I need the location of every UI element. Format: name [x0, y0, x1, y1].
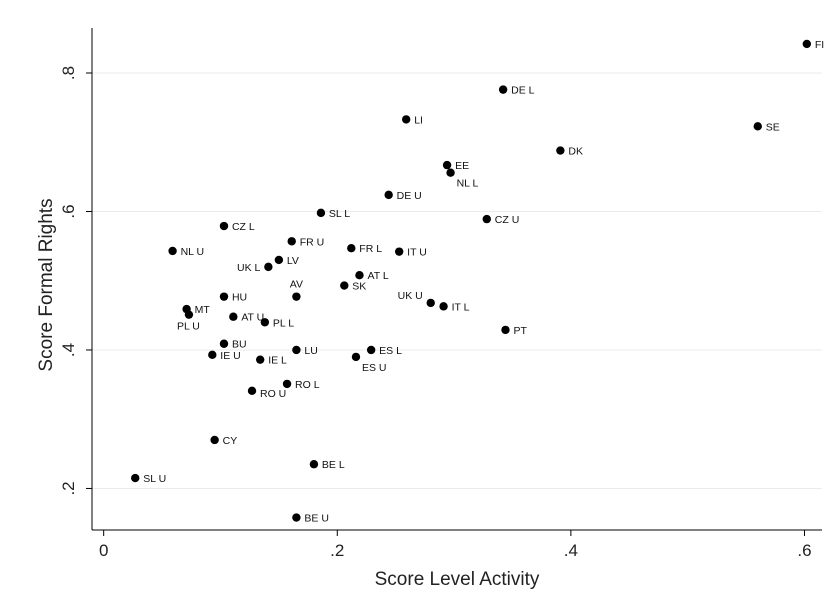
data-point [247, 386, 257, 396]
data-point-label: ES U [362, 362, 387, 374]
data-point-label: IT U [407, 247, 427, 259]
data-point-label: BE L [322, 459, 345, 471]
data-point [219, 221, 229, 231]
data-point [439, 302, 448, 311]
data-point-label: BU [232, 339, 247, 351]
data-point [292, 345, 301, 355]
data-point-label: DE U [397, 190, 422, 202]
data-point [355, 270, 364, 280]
data-point-label: BE U [304, 513, 329, 525]
data-point [366, 345, 376, 355]
data-point [498, 85, 508, 94]
data-point-label: NL L [457, 178, 479, 190]
data-point [340, 281, 349, 290]
data-point-label: FR U [300, 236, 325, 248]
data-point-label: CY [223, 435, 238, 447]
data-point-label: PL U [177, 321, 200, 333]
data-point [347, 243, 356, 253]
data-points: FI DE L LI SE DK EE NL L DE U SL L CZ U CZ L FR U FR… [131, 39, 824, 525]
data-point [292, 513, 301, 522]
data-point-label: RO U [260, 388, 286, 400]
data-point-label: FR L [359, 243, 382, 255]
y-tick-label: .2 [59, 481, 78, 495]
data-point [501, 325, 510, 335]
data-point-label: ES L [379, 345, 402, 357]
data-point [316, 208, 326, 218]
data-point-label: PT [513, 325, 527, 337]
data-point [556, 146, 565, 155]
data-point [446, 168, 455, 177]
data-point [264, 262, 273, 272]
data-point [351, 352, 361, 362]
data-point-label: UK U [398, 290, 423, 302]
data-point-label: AT L [367, 270, 388, 282]
data-point-label: LV [287, 255, 299, 267]
data-point-label: IE U [220, 350, 240, 362]
data-point-label: PL L [273, 317, 294, 329]
x-tick-label: .4 [564, 541, 578, 560]
data-point [219, 339, 229, 348]
data-point [274, 255, 284, 265]
data-point-label: MT [195, 304, 211, 316]
data-point-label: SL U [143, 473, 166, 485]
y-tick-label: .6 [59, 204, 78, 218]
x-axis-ticks: 0 .2 .4 .6 [99, 530, 812, 560]
x-tick-label: 0 [99, 541, 108, 560]
data-point-label: AT U [241, 312, 264, 324]
data-point-label: NL U [181, 246, 205, 258]
data-point-label: EE [455, 160, 469, 172]
data-point-label: DK [568, 146, 583, 158]
data-point-label: HU [232, 292, 247, 304]
data-point [753, 122, 762, 131]
data-point-label: LI [414, 114, 423, 126]
data-point [255, 355, 265, 364]
data-point [442, 160, 452, 170]
axes [91, 28, 822, 531]
data-point [384, 190, 393, 200]
data-point-label: SL L [329, 208, 350, 220]
data-point-label: FI [815, 39, 824, 51]
data-point [229, 312, 238, 321]
data-point [426, 298, 435, 308]
data-point [401, 115, 411, 124]
data-point-label: SE [766, 121, 780, 133]
data-point [282, 379, 292, 389]
data-point [210, 435, 219, 445]
y-tick-label: .8 [59, 66, 78, 80]
x-tick-label: .2 [330, 541, 344, 560]
data-point-label: LU [304, 345, 317, 357]
data-point [482, 214, 491, 224]
data-point [219, 292, 229, 301]
y-axis-title: Score Formal Rights [36, 198, 57, 371]
data-point-label: AV [290, 279, 303, 291]
data-point [292, 292, 301, 301]
x-tick-label: .6 [797, 541, 811, 560]
data-point [208, 350, 217, 360]
data-point-label: IT L [452, 301, 470, 313]
y-tick-label: .4 [59, 343, 78, 357]
data-point-label: IE L [268, 355, 287, 367]
x-axis-title: Score Level Activity [375, 569, 540, 590]
data-point [394, 247, 404, 256]
data-point-label: SK [352, 281, 366, 293]
gridlines [92, 72, 822, 489]
data-point-label: RO L [295, 379, 320, 391]
data-point-label: CZ L [232, 221, 255, 233]
data-point [260, 318, 270, 327]
y-axis-ticks: .2 .4 .6 .8 [59, 66, 92, 496]
data-point-label: CZ U [495, 214, 520, 226]
data-point [802, 39, 812, 49]
data-point-label: DE L [511, 85, 535, 97]
data-point [287, 237, 296, 246]
data-point [184, 310, 194, 319]
data-point [168, 246, 177, 256]
data-point [309, 460, 319, 469]
data-point [131, 473, 140, 483]
data-point-label: UK L [237, 262, 261, 274]
